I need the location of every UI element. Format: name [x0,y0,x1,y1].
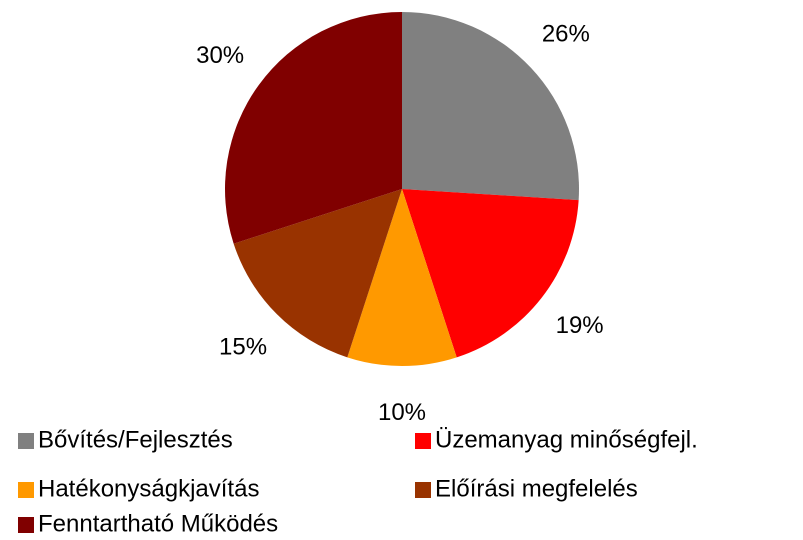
pie-slice [224,12,402,244]
legend-swatch [18,482,34,498]
data-label: 10% [378,399,426,426]
pie-slice [402,12,580,201]
legend-label: Bővítés/Fejlesztés [38,426,233,453]
pie-slice [233,189,402,358]
legend-label: Fenntartható Működés [38,510,278,537]
legend-label: Üzemanyag minőségfejl. [435,426,698,453]
data-label: 15% [219,333,267,360]
data-label: 19% [556,312,604,339]
legend-label: Előírási megfelelés [435,475,638,502]
data-label: 26% [542,20,590,47]
legend-swatch [18,433,34,449]
data-label: 30% [196,42,244,69]
pie-slice [347,189,457,366]
legend-swatch [415,433,431,449]
legend-swatch [415,482,431,498]
legend-swatch [18,517,34,533]
pie-slice [402,189,579,358]
legend-label: Hatékonyságkjavítás [38,475,259,502]
